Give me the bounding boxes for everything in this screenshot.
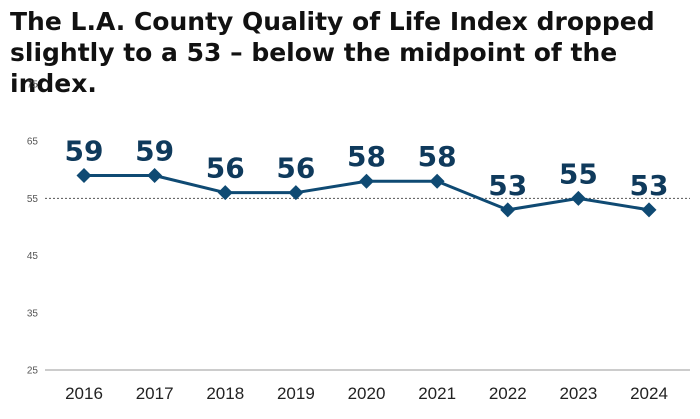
y-tick-label: 45 xyxy=(27,251,39,262)
data-label: 58 xyxy=(347,140,386,173)
y-tick-label: 35 xyxy=(27,308,39,319)
data-label: 53 xyxy=(488,169,527,202)
data-point-marker xyxy=(76,168,92,184)
x-tick-label: 2018 xyxy=(206,384,244,403)
data-point-marker xyxy=(359,173,374,189)
x-axis-ticks: 2016 2017 2018 2019 2020 2021 2022 2023 2024 xyxy=(65,384,668,403)
data-label: 56 xyxy=(276,152,315,185)
data-point-marker xyxy=(217,185,233,201)
data-label: 59 xyxy=(135,135,174,168)
data-label: 55 xyxy=(559,157,598,190)
data-label: 58 xyxy=(418,140,457,173)
x-tick-label: 2023 xyxy=(559,384,597,403)
y-tick-label: 25 xyxy=(27,366,39,377)
data-label: 53 xyxy=(630,169,669,202)
x-tick-label: 2019 xyxy=(277,384,315,403)
y-tick-label: 55 xyxy=(27,194,39,205)
data-point-marker xyxy=(147,168,163,184)
x-tick-label: 2021 xyxy=(418,384,456,403)
x-tick-label: 2024 xyxy=(630,384,668,403)
x-tick-label: 2020 xyxy=(348,384,386,403)
data-point-marker xyxy=(500,202,516,218)
x-tick-label: 2016 xyxy=(65,384,103,403)
data-point-marker xyxy=(570,190,586,206)
data-labels: 59 59 56 56 58 58 53 55 53 xyxy=(65,135,669,202)
data-point-marker xyxy=(429,173,445,189)
data-point-marker xyxy=(641,202,657,218)
x-tick-label: 2022 xyxy=(489,384,527,403)
data-label: 59 xyxy=(65,135,104,168)
y-tick-label: 65 xyxy=(27,137,39,148)
chart-title: The L.A. County Quality of Life Index dr… xyxy=(10,7,655,98)
y-tick-label: 75 xyxy=(27,80,39,91)
x-tick-label: 2017 xyxy=(136,384,174,403)
y-axis-ticks: 25 35 45 55 65 75 xyxy=(27,80,39,377)
data-label: 56 xyxy=(206,152,245,185)
data-markers xyxy=(76,168,657,218)
data-point-marker xyxy=(288,185,304,201)
